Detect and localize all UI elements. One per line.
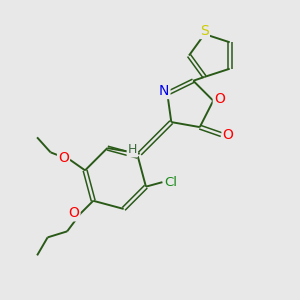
Text: O: O <box>223 128 233 142</box>
Text: O: O <box>69 206 80 220</box>
Text: O: O <box>58 151 69 165</box>
Text: O: O <box>214 92 225 106</box>
Text: S: S <box>200 24 209 38</box>
Text: Cl: Cl <box>164 176 177 189</box>
Text: H: H <box>128 143 137 157</box>
Text: N: N <box>159 84 169 98</box>
